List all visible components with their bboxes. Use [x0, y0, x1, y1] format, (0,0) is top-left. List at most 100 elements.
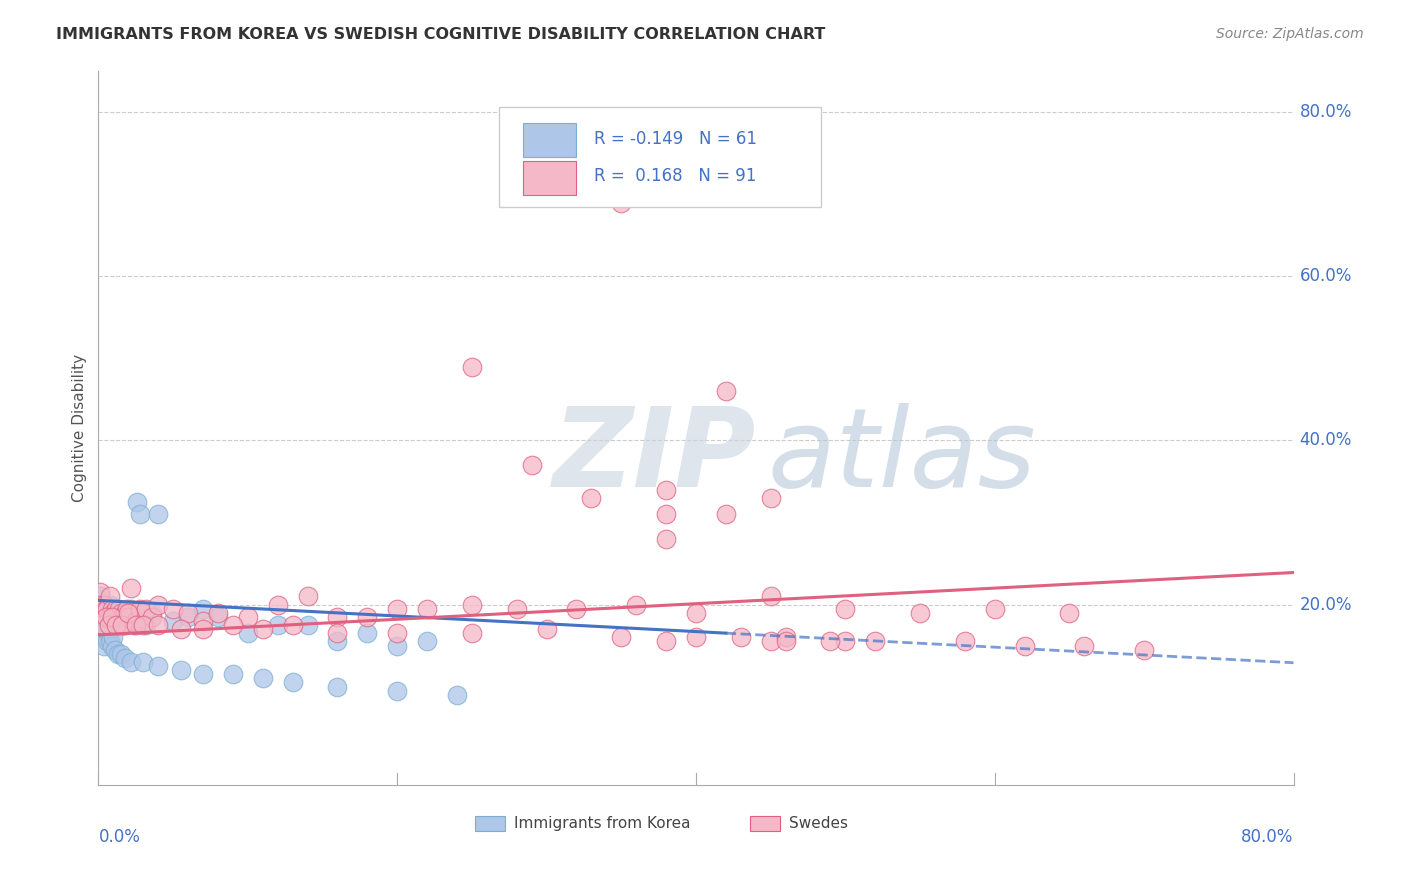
Point [655, 532, 678, 546]
Point [103, 630, 125, 644]
Point [104, 609, 127, 624]
Point [115, 601, 138, 615]
Point [1073, 639, 1095, 653]
Point [297, 618, 319, 632]
Point [714, 384, 737, 399]
Point [416, 601, 439, 615]
Point [103, 609, 125, 624]
Point [416, 634, 439, 648]
Point [169, 663, 191, 677]
Point [385, 683, 409, 698]
Point [114, 618, 136, 632]
Point [117, 606, 139, 620]
Point [110, 647, 132, 661]
Point [191, 667, 214, 681]
Point [267, 618, 290, 632]
Point [565, 601, 588, 615]
Point [162, 601, 184, 615]
Point [908, 606, 931, 620]
Point [834, 634, 856, 648]
Point [177, 609, 200, 624]
Point [446, 688, 468, 702]
Point [104, 642, 127, 657]
Bar [475, 815, 505, 831]
Text: 20.0%: 20.0% [1299, 596, 1353, 614]
Point [730, 630, 752, 644]
Point [101, 609, 124, 624]
Text: 60.0%: 60.0% [1299, 268, 1353, 285]
Point [326, 609, 349, 624]
Point [110, 606, 132, 620]
Point [520, 458, 543, 472]
Point [94, 609, 117, 624]
Point [90, 601, 112, 615]
Text: atlas: atlas [768, 403, 1036, 510]
Point [91, 606, 114, 620]
Point [461, 626, 484, 640]
Point [191, 622, 214, 636]
Point [107, 647, 129, 661]
Point [101, 609, 124, 624]
Point [655, 508, 678, 522]
Point [162, 614, 184, 628]
Text: 0.0%: 0.0% [98, 828, 141, 846]
Point [655, 483, 678, 497]
Point [96, 634, 118, 648]
Point [461, 598, 484, 612]
Point [610, 630, 633, 644]
Point [112, 618, 135, 632]
Point [120, 581, 142, 595]
Point [714, 508, 737, 522]
Text: R =  0.168   N = 91: R = 0.168 N = 91 [595, 168, 756, 186]
Point [97, 609, 120, 624]
Point [125, 614, 148, 628]
Point [94, 609, 117, 624]
Point [141, 606, 163, 620]
Point [114, 606, 136, 620]
Point [148, 659, 170, 673]
Point [107, 618, 129, 632]
Point [115, 606, 138, 620]
Point [148, 598, 170, 612]
Point [93, 639, 115, 653]
Point [759, 491, 782, 505]
Point [110, 609, 132, 624]
Text: 80.0%: 80.0% [1241, 828, 1294, 846]
Point [177, 606, 200, 620]
Point [129, 508, 152, 522]
Bar [523, 123, 576, 157]
Point [94, 601, 117, 615]
Text: IMMIGRANTS FROM KOREA VS SWEDISH COGNITIVE DISABILITY CORRELATION CHART: IMMIGRANTS FROM KOREA VS SWEDISH COGNITI… [56, 27, 825, 42]
Point [148, 618, 170, 632]
Point [117, 609, 139, 624]
Point [91, 626, 114, 640]
Point [236, 609, 259, 624]
Point [104, 618, 127, 632]
Point [97, 618, 120, 632]
Bar [749, 815, 780, 831]
Point [326, 626, 349, 640]
Text: R = -0.149   N = 61: R = -0.149 N = 61 [595, 130, 758, 148]
Point [98, 598, 122, 612]
Point [132, 618, 155, 632]
Point [135, 601, 157, 615]
Point [252, 671, 274, 685]
Point [775, 630, 797, 644]
Point [96, 601, 118, 615]
Point [112, 614, 135, 628]
Point [191, 601, 214, 615]
Point [111, 618, 134, 632]
Point [98, 590, 122, 604]
Point [117, 614, 139, 628]
Point [236, 626, 259, 640]
Point [124, 618, 146, 632]
Point [103, 606, 125, 620]
Text: Swedes: Swedes [789, 816, 848, 831]
Point [281, 618, 304, 632]
Point [222, 667, 245, 681]
Point [1059, 606, 1081, 620]
Point [297, 590, 319, 604]
Point [1133, 642, 1156, 657]
Point [105, 618, 128, 632]
Point [626, 598, 648, 612]
